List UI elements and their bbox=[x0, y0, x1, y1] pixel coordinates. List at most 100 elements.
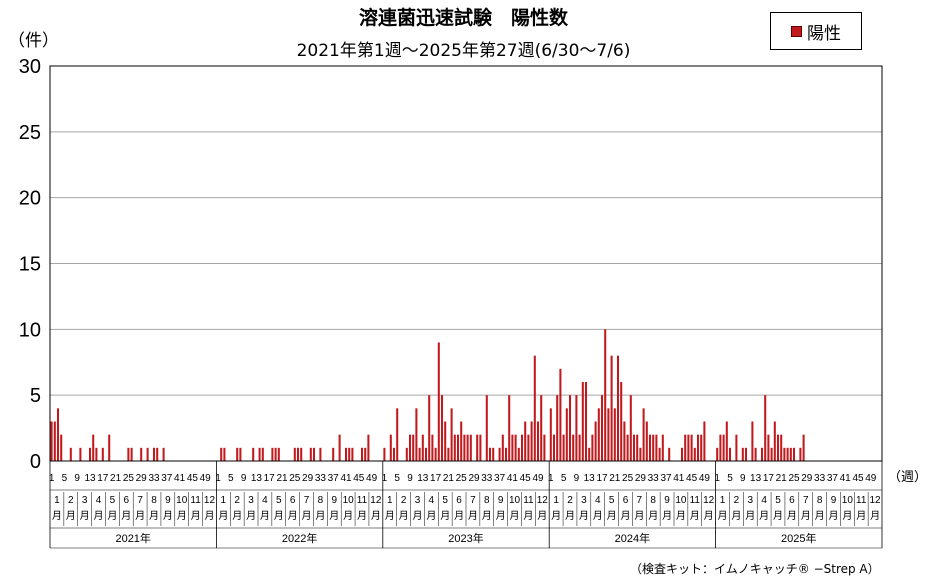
week-tick-label: 33 bbox=[814, 473, 826, 484]
y-tick-label: 10 bbox=[19, 319, 41, 341]
bar bbox=[524, 421, 527, 461]
bar bbox=[658, 447, 661, 461]
bar bbox=[236, 447, 239, 461]
bar bbox=[687, 434, 690, 461]
bar bbox=[556, 395, 559, 461]
test-kit-note: （検査キット：イムノキャッチ® −Strep A） bbox=[630, 562, 880, 576]
bar bbox=[530, 421, 533, 461]
week-tick-label: 5 bbox=[62, 473, 68, 484]
bar bbox=[88, 447, 92, 461]
month-label: 1 bbox=[720, 495, 726, 506]
week-tick-label: 9 bbox=[740, 473, 746, 484]
bar bbox=[152, 447, 156, 461]
month-label: 1 bbox=[387, 495, 393, 506]
bar bbox=[53, 421, 56, 461]
month-label-suffix: 月 bbox=[315, 510, 325, 522]
bar bbox=[408, 434, 412, 461]
month-label-suffix: 月 bbox=[288, 510, 298, 522]
bar bbox=[460, 421, 463, 461]
chart-subtitle: 2021年第1週～2025年第27週(6/30～7/6) bbox=[296, 41, 631, 61]
week-tick-label: 37 bbox=[161, 473, 173, 484]
bar bbox=[296, 447, 300, 461]
week-tick-label: 17 bbox=[264, 473, 276, 484]
month-label: 7 bbox=[137, 495, 143, 506]
bar bbox=[802, 434, 805, 461]
bar bbox=[661, 434, 664, 461]
bar bbox=[668, 447, 671, 461]
week-tick-label: 17 bbox=[763, 473, 775, 484]
month-label-suffix: 月 bbox=[510, 510, 520, 522]
bar bbox=[540, 395, 543, 461]
bar bbox=[584, 382, 588, 461]
year-label: 2022年 bbox=[282, 531, 317, 545]
year-label: 2021年 bbox=[115, 531, 150, 545]
bar bbox=[274, 447, 277, 461]
bar bbox=[504, 447, 508, 461]
month-label-suffix: 月 bbox=[537, 510, 547, 522]
bar bbox=[776, 434, 780, 461]
week-tick-label: 25 bbox=[622, 473, 634, 484]
week-tick-label: 41 bbox=[174, 473, 186, 484]
month-label-suffix: 月 bbox=[357, 510, 367, 522]
month-label: 4 bbox=[429, 495, 435, 506]
bar bbox=[610, 355, 613, 461]
month-label: 10 bbox=[176, 495, 188, 506]
month-label: 5 bbox=[775, 495, 781, 506]
month-label-suffix: 月 bbox=[801, 510, 811, 522]
month-label-suffix: 月 bbox=[246, 510, 256, 522]
bar bbox=[767, 434, 770, 461]
bar bbox=[520, 434, 524, 461]
week-tick-label: 1 bbox=[382, 473, 388, 484]
week-tick-label: 49 bbox=[699, 473, 711, 484]
week-tick-label: 1 bbox=[215, 473, 221, 484]
bar bbox=[95, 447, 98, 461]
week-tick-label: 21 bbox=[609, 473, 621, 484]
month-label: 1 bbox=[221, 495, 227, 506]
month-label-suffix: 月 bbox=[426, 510, 436, 522]
month-label: 2 bbox=[734, 495, 740, 506]
bar bbox=[783, 447, 786, 461]
month-label-suffix: 月 bbox=[274, 510, 284, 522]
chart-title: 溶連菌迅速試験 陽性数 bbox=[358, 7, 568, 29]
week-tick-label: 25 bbox=[123, 473, 135, 484]
month-label: 3 bbox=[82, 495, 88, 506]
week-tick-label: 21 bbox=[110, 473, 122, 484]
month-label-suffix: 月 bbox=[468, 510, 478, 522]
bar bbox=[645, 421, 648, 461]
bar bbox=[424, 447, 428, 461]
month-label-suffix: 月 bbox=[704, 510, 714, 522]
month-label: 9 bbox=[165, 495, 171, 506]
bar bbox=[693, 447, 696, 461]
y-tick-label: 15 bbox=[19, 254, 41, 276]
bar bbox=[639, 447, 642, 461]
bar bbox=[508, 395, 511, 461]
bar bbox=[527, 434, 530, 461]
bar bbox=[108, 434, 111, 461]
bar bbox=[600, 395, 604, 461]
bar bbox=[696, 434, 700, 461]
bar bbox=[492, 447, 495, 461]
week-tick-label: 13 bbox=[251, 473, 263, 484]
y-tick-label: 5 bbox=[30, 385, 41, 407]
month-label-suffix: 月 bbox=[218, 510, 228, 522]
year-label: 2025年 bbox=[781, 531, 816, 545]
bar bbox=[456, 434, 460, 461]
y-tick-label: 30 bbox=[19, 56, 41, 78]
month-label: 3 bbox=[248, 495, 254, 506]
week-tick-label: 5 bbox=[394, 473, 400, 484]
bar bbox=[604, 329, 607, 461]
bar bbox=[533, 355, 536, 461]
month-label-suffix: 月 bbox=[371, 510, 381, 522]
bar bbox=[594, 421, 597, 461]
month-label-suffix: 月 bbox=[718, 510, 728, 522]
month-label-suffix: 月 bbox=[856, 510, 866, 522]
bar bbox=[786, 447, 789, 461]
bar bbox=[338, 434, 341, 461]
plot-frame bbox=[49, 65, 883, 462]
bar bbox=[722, 434, 725, 461]
week-tick-label: 37 bbox=[827, 473, 839, 484]
month-label: 5 bbox=[110, 495, 116, 506]
month-label: 12 bbox=[870, 495, 882, 506]
month-label-suffix: 月 bbox=[454, 510, 464, 522]
month-label: 9 bbox=[498, 495, 504, 506]
